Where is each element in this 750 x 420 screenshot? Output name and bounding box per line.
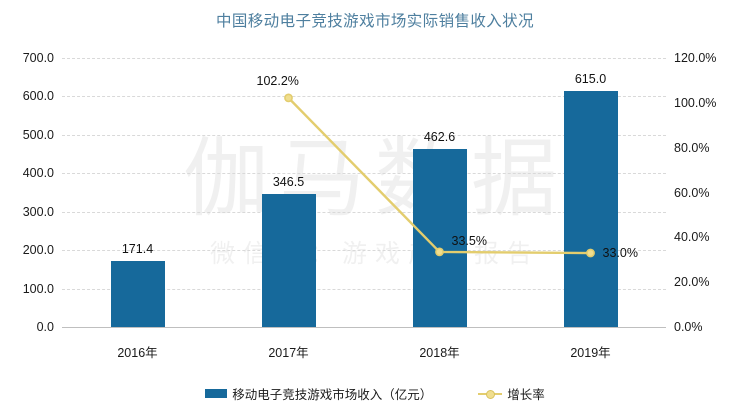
- y-axis-left-tick: 600.0: [22, 89, 54, 104]
- gridline: [62, 327, 666, 328]
- gridline: [62, 211, 666, 213]
- line-marker[interactable]: [586, 248, 595, 258]
- line-series: [284, 93, 595, 258]
- bar-value-label: 615.0: [574, 71, 607, 86]
- line-value-label: 102.2%: [256, 73, 299, 88]
- y-axis-right-tick: 60.0%: [674, 185, 710, 200]
- line-swatch-icon: [478, 389, 503, 399]
- legend-item-bar[interactable]: 移动电子竞技游戏市场收入（亿元）: [205, 384, 432, 403]
- y-axis-left-tick: 400.0: [22, 166, 54, 181]
- bar-value-label: 346.5: [272, 174, 305, 189]
- y-axis-right-tick: 80.0%: [674, 140, 710, 155]
- bar-value-label: 462.6: [423, 130, 456, 145]
- y-axis-right-tick: 120.0%: [674, 51, 717, 65]
- gridline: [62, 134, 666, 136]
- legend-item-line[interactable]: 增长率: [478, 384, 545, 403]
- x-axis-tick: 2016年: [117, 346, 158, 360]
- line-value-label: 33.0%: [602, 246, 638, 261]
- bar[interactable]: [110, 261, 165, 327]
- gridline: [62, 58, 666, 59]
- x-axis-tick: 2018年: [419, 346, 460, 360]
- bar[interactable]: [412, 149, 467, 327]
- gridline: [62, 288, 666, 290]
- chart-legend: 移动电子竞技游戏市场收入（亿元） 增长率: [0, 384, 750, 403]
- line-marker[interactable]: [435, 247, 444, 257]
- legend-label-line: 增长率: [507, 388, 545, 402]
- y-axis-left-tick: 100.0: [22, 281, 54, 296]
- legend-label-bar: 移动电子竞技游戏市场收入（亿元）: [232, 388, 433, 402]
- gridline: [62, 250, 666, 252]
- line-marker[interactable]: [284, 93, 293, 103]
- x-axis-tick: 2017年: [268, 346, 309, 360]
- bar-swatch-icon: [205, 389, 228, 398]
- gridline: [62, 96, 666, 98]
- y-axis-left-tick: 700.0: [22, 51, 54, 65]
- line-value-label: 33.5%: [451, 233, 487, 248]
- growth-rate-line: [287, 97, 591, 255]
- chart-title: 中国移动电子竞技游戏市场实际销售收入状况: [215, 13, 534, 30]
- y-axis-left-tick: 300.0: [22, 204, 54, 219]
- y-axis-left-tick: 200.0: [22, 243, 54, 258]
- y-axis-left-tick: 500.0: [22, 127, 54, 142]
- y-axis-right-tick: 20.0%: [674, 275, 710, 290]
- y-axis-right-tick: 100.0%: [674, 95, 717, 110]
- plot-area: [62, 58, 666, 328]
- bar[interactable]: [261, 193, 316, 327]
- bar[interactable]: [563, 90, 618, 327]
- y-axis-left-tick: 0.0: [36, 320, 54, 334]
- bar-value-label: 171.4: [121, 242, 154, 257]
- x-axis-tick: 2019年: [570, 346, 611, 360]
- y-axis-right-tick: 0.0%: [674, 320, 703, 334]
- y-axis-right-tick: 40.0%: [674, 230, 710, 245]
